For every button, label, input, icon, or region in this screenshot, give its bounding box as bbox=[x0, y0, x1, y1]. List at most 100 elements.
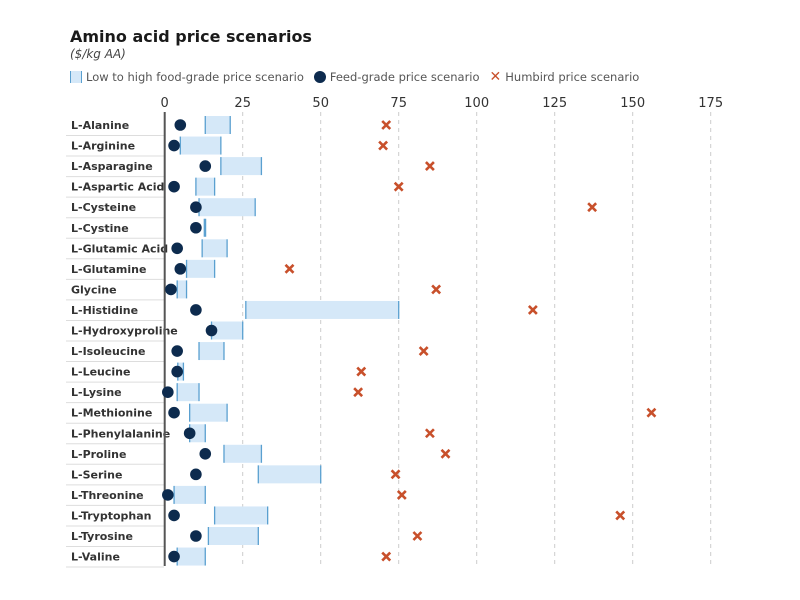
food-grade-range-bar bbox=[177, 280, 187, 299]
feed-grade-dot bbox=[168, 509, 180, 522]
feed-grade-dot bbox=[168, 406, 180, 419]
humbird-x-mark bbox=[381, 551, 392, 562]
category-label: L-Methionine bbox=[71, 407, 152, 420]
x-tick-label: 75 bbox=[390, 96, 407, 111]
food-grade-range-bar bbox=[202, 239, 228, 258]
humbird-x-mark bbox=[396, 489, 407, 500]
humbird-x-mark bbox=[418, 346, 429, 356]
legend-label-range: Low to high food-grade price scenario bbox=[86, 70, 304, 84]
humbird-x-mark bbox=[378, 140, 389, 151]
food-grade-range-bar bbox=[199, 198, 256, 217]
x-tick-label: 50 bbox=[312, 96, 329, 111]
humbird-x-mark bbox=[431, 284, 442, 295]
category-label: L-Leucine bbox=[71, 366, 130, 379]
feed-grade-dot bbox=[199, 448, 212, 460]
category-label: L-Histidine bbox=[71, 304, 138, 317]
feed-grade-dot bbox=[174, 119, 187, 131]
feed-grade-dot bbox=[162, 386, 174, 398]
chart-subtitle: ($/kg AA) bbox=[70, 47, 126, 61]
category-label: L-Serine bbox=[71, 468, 122, 481]
feed-grade-dot bbox=[183, 427, 196, 440]
legend-item-humbird: ✕ Humbird price scenario bbox=[490, 70, 640, 84]
humbird-x-mark bbox=[353, 387, 364, 398]
humbird-x-mark bbox=[615, 510, 626, 521]
humbird-x-mark bbox=[646, 407, 657, 418]
legend-label-humbird: Humbird price scenario bbox=[505, 70, 640, 84]
feed-grade-dot bbox=[199, 160, 212, 172]
category-label: L-Asparagine bbox=[71, 160, 153, 173]
feed-grade-dot bbox=[168, 139, 180, 152]
x-tick-label: 125 bbox=[542, 96, 567, 111]
humbird-x-mark bbox=[424, 428, 435, 439]
feed-grade-dot bbox=[165, 283, 177, 296]
category-label: L-Lysine bbox=[71, 386, 122, 399]
category-label: L-Phenylalanine bbox=[71, 427, 170, 440]
food-grade-range-bar bbox=[258, 465, 321, 484]
humbird-x-mark bbox=[284, 263, 295, 274]
category-label: L-Tryptophan bbox=[71, 509, 152, 522]
category-label: L-Hydroxyproline bbox=[71, 325, 178, 338]
food-grade-range-bar bbox=[223, 444, 262, 463]
dot-swatch-icon bbox=[313, 71, 326, 83]
feed-grade-dot bbox=[171, 345, 183, 357]
feed-grade-dot bbox=[168, 180, 180, 193]
humbird-x-mark bbox=[587, 202, 598, 213]
range-swatch-icon bbox=[70, 71, 82, 83]
legend-item-feed: Feed-grade price scenario bbox=[313, 70, 480, 84]
category-label: L-Tyrosine bbox=[71, 530, 133, 543]
food-grade-range-bar bbox=[177, 383, 200, 402]
category-label: L-Isoleucine bbox=[71, 345, 145, 358]
x-tick-label: 150 bbox=[620, 96, 645, 111]
food-grade-range-bar bbox=[214, 506, 268, 525]
food-grade-range-bar bbox=[205, 116, 231, 134]
x-tick-label: 0 bbox=[161, 96, 169, 111]
food-grade-range-bar bbox=[186, 259, 215, 278]
category-label: L-Glutamine bbox=[71, 263, 146, 276]
food-grade-range-bar bbox=[220, 157, 262, 176]
food-grade-range-bar bbox=[211, 321, 243, 340]
feed-grade-dot bbox=[171, 242, 183, 255]
food-grade-range-bar bbox=[189, 424, 206, 443]
humbird-x-mark bbox=[390, 469, 401, 480]
category-label: L-Glutamic Acid bbox=[71, 242, 168, 255]
category-label: L-Threonine bbox=[71, 489, 144, 502]
category-label: L-Arginine bbox=[71, 140, 135, 153]
legend-label-feed: Feed-grade price scenario bbox=[329, 70, 480, 84]
category-label: L-Cysteine bbox=[71, 201, 136, 214]
feed-grade-dot bbox=[171, 365, 183, 378]
humbird-x-mark bbox=[527, 305, 538, 315]
category-label: L-Aspartic Acid bbox=[71, 181, 164, 194]
x-tick-label: 175 bbox=[698, 96, 723, 111]
x-mark-swatch-icon: ✕ bbox=[489, 69, 502, 85]
humbird-x-mark bbox=[356, 366, 367, 377]
category-label: L-Alanine bbox=[71, 119, 129, 132]
food-grade-range-bar bbox=[174, 485, 206, 504]
x-tick-label: 25 bbox=[234, 96, 251, 111]
feed-grade-dot bbox=[205, 324, 218, 337]
food-grade-range-bar bbox=[208, 527, 259, 545]
humbird-x-mark bbox=[424, 161, 435, 172]
category-label: L-Cystine bbox=[71, 222, 129, 235]
humbird-x-mark bbox=[393, 181, 404, 192]
feed-grade-dot bbox=[168, 550, 180, 563]
feed-grade-dot bbox=[162, 489, 174, 501]
feed-grade-dot bbox=[190, 530, 202, 542]
humbird-x-mark bbox=[412, 531, 423, 541]
feed-grade-dot bbox=[174, 263, 187, 275]
food-grade-range-bar bbox=[199, 342, 224, 361]
feed-grade-dot bbox=[190, 221, 202, 234]
legend: Low to high food-grade price scenario Fe… bbox=[70, 70, 639, 84]
legend-item-range: Low to high food-grade price scenario bbox=[70, 70, 304, 84]
food-grade-range-bar bbox=[189, 403, 228, 422]
food-grade-range-bar bbox=[177, 547, 206, 566]
feed-grade-dot bbox=[190, 304, 202, 316]
feed-grade-dot bbox=[190, 468, 202, 481]
humbird-x-mark bbox=[381, 120, 392, 130]
food-grade-range-bar bbox=[180, 136, 221, 155]
category-label: L-Valine bbox=[71, 551, 120, 564]
food-grade-range-bar bbox=[245, 300, 399, 319]
chart-title: Amino acid price scenarios bbox=[70, 27, 312, 46]
humbird-x-mark bbox=[440, 448, 451, 459]
category-label: L-Proline bbox=[71, 448, 126, 461]
x-tick-label: 100 bbox=[464, 96, 489, 111]
